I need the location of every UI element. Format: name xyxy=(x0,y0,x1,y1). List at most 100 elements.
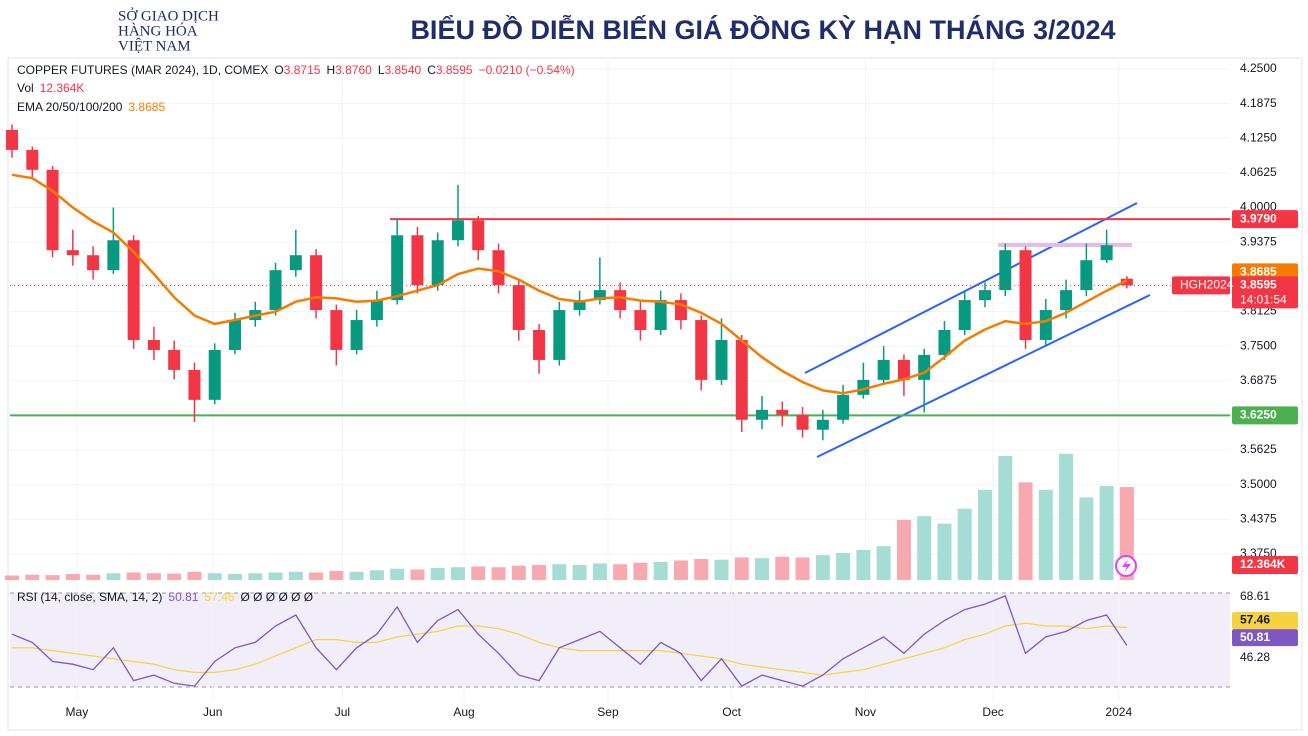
y-tick-label: 3.9375 xyxy=(1240,234,1277,248)
candle-body xyxy=(66,250,79,256)
y-tick-label: 3.6875 xyxy=(1240,373,1277,387)
candle-body xyxy=(472,220,485,251)
legend-ema: EMA 20/50/100/200 xyxy=(17,100,123,114)
volume-bar xyxy=(349,571,364,580)
volume-bar xyxy=(65,573,80,580)
y-tick-label: 3.4375 xyxy=(1240,511,1277,525)
y-tick-label: 4.1875 xyxy=(1240,96,1277,110)
x-tick-label: Nov xyxy=(855,705,876,719)
candle-body xyxy=(1019,250,1032,340)
rsi-ma-line xyxy=(12,622,1127,676)
candle-body xyxy=(1120,278,1133,286)
candle-body xyxy=(837,394,850,420)
candle-body xyxy=(26,149,39,170)
volume-badge: 12.364K xyxy=(1240,557,1286,571)
legend-c-value: 3.8595 xyxy=(436,63,473,77)
volume-bar xyxy=(146,573,161,580)
candle-body xyxy=(512,285,525,331)
volume-bar xyxy=(775,556,790,580)
volume-bar xyxy=(1099,486,1114,580)
volume-bar xyxy=(795,557,810,580)
candle-body xyxy=(451,220,464,241)
symbol-badge: HGH2024 xyxy=(1180,278,1234,292)
y-tick-label: 4.0625 xyxy=(1240,165,1277,179)
x-tick-label: Jul xyxy=(335,705,350,719)
legend-h: H xyxy=(326,63,335,77)
volume-bar xyxy=(673,560,688,580)
rsi-value: 50.81 xyxy=(168,590,198,604)
candle-body xyxy=(168,349,181,370)
candle-body xyxy=(310,255,323,311)
candle-body xyxy=(1039,310,1052,340)
candle-body xyxy=(492,250,505,286)
candle-body xyxy=(756,409,769,420)
volume-bar xyxy=(1038,489,1053,580)
alert-icon-bolt xyxy=(1122,559,1131,573)
candle-body xyxy=(877,359,890,380)
legend-line: COPPER FUTURES (MAR 2024), 1D, COMEX O3.8… xyxy=(17,63,575,77)
candle-body xyxy=(918,354,931,380)
candle-body xyxy=(816,419,829,430)
volume-bar xyxy=(126,572,141,580)
candle-body xyxy=(533,330,546,360)
volume-bar xyxy=(491,567,506,580)
brand-line: SỞ GIAO DỊCH xyxy=(118,7,219,24)
volume-bar xyxy=(369,570,384,580)
volume-bar xyxy=(207,573,222,580)
candle-body xyxy=(127,240,140,340)
candle-body xyxy=(330,310,343,350)
x-tick-label: Dec xyxy=(982,705,1003,719)
volume-bar xyxy=(836,552,851,580)
candle-body xyxy=(46,169,59,251)
volume-bar xyxy=(572,564,587,580)
ema-badge: 3.8685 xyxy=(1240,265,1277,279)
volume-bar xyxy=(187,571,202,580)
candle-body xyxy=(411,235,424,286)
candle-body xyxy=(269,270,282,311)
legend-ema-value: 3.8685 xyxy=(128,100,165,114)
candle-body xyxy=(593,290,606,301)
volume-bar xyxy=(876,546,891,580)
candle-body xyxy=(958,300,971,331)
volume-bar xyxy=(613,564,628,580)
volume-bar xyxy=(1018,482,1033,580)
candle-body xyxy=(735,339,748,420)
rsi-line xyxy=(11,595,1128,687)
legend-l: L xyxy=(378,63,385,77)
volume-bar xyxy=(309,572,324,580)
legend-h-value: 3.8760 xyxy=(335,63,372,77)
candle-body xyxy=(208,349,221,400)
volume-bar xyxy=(268,572,283,580)
rsi-tick-label: 68.61 xyxy=(1240,589,1270,603)
candle-body xyxy=(573,300,586,311)
rsi-ma-badge: 57.46 xyxy=(1240,613,1270,627)
volume-bar xyxy=(45,575,60,580)
volume-bar xyxy=(714,559,729,580)
legend-o: O xyxy=(274,63,283,77)
volume-bar xyxy=(86,574,101,580)
volume-bar xyxy=(248,573,263,580)
y-tick-label: 3.5000 xyxy=(1240,477,1277,491)
candle-body xyxy=(796,414,809,430)
y-tick-label: 4.2500 xyxy=(1240,61,1277,75)
channel-lower xyxy=(816,294,1151,458)
volume-bar xyxy=(329,570,344,580)
price-layer xyxy=(6,124,1230,441)
volume-layer xyxy=(5,453,1134,580)
volume-bar xyxy=(856,549,871,580)
y-tick-label: 3.5625 xyxy=(1240,442,1277,456)
legend-o-value: 3.8715 xyxy=(284,63,321,77)
volume-bar xyxy=(755,558,770,580)
candle-body xyxy=(6,129,19,150)
rsi-badge-bg xyxy=(1232,629,1298,647)
volume-bar xyxy=(937,523,952,580)
candle-body xyxy=(350,320,363,350)
rsi-band xyxy=(10,593,1230,687)
level-badge: 3.6250 xyxy=(1240,408,1277,422)
channel-upper xyxy=(804,202,1138,374)
x-tick-label: Jun xyxy=(203,705,222,719)
volume-badge-bg xyxy=(1232,556,1298,574)
x-tick-label: Sep xyxy=(597,705,619,719)
rsi-ma-value: 57.46 xyxy=(204,590,234,604)
volume-bar xyxy=(450,567,465,580)
